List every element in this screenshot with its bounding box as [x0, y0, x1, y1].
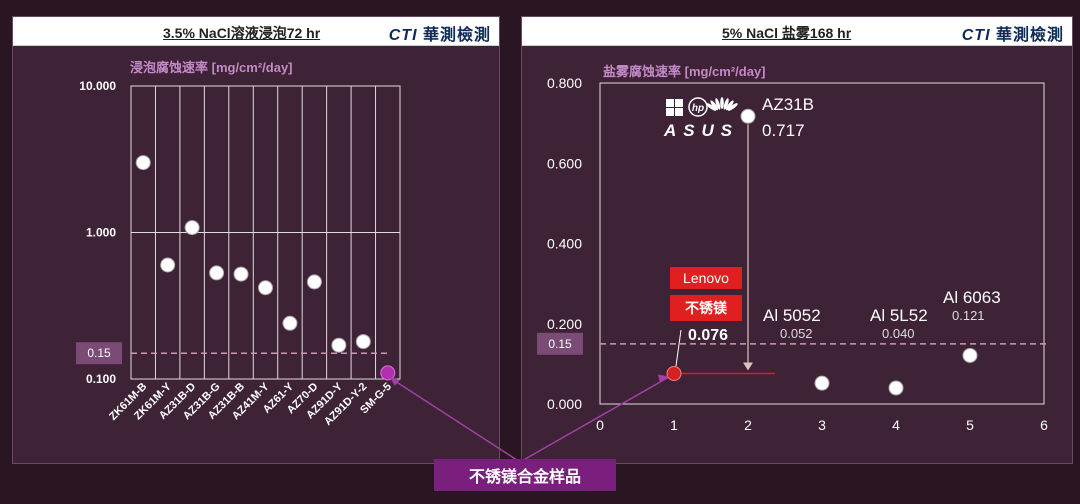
y-tick-label: 0.000	[547, 396, 582, 412]
point-value-label: 0.717	[762, 121, 805, 140]
reference-label-box	[537, 332, 583, 355]
data-point	[160, 257, 176, 273]
plot-frame	[599, 82, 1045, 405]
y-tick-label: 0.200	[547, 316, 582, 332]
data-point	[962, 347, 978, 363]
stainless-name-tag	[670, 295, 742, 321]
x-tick-label: 3	[818, 417, 826, 433]
callout-arrow-left	[391, 378, 521, 463]
huawei-logo	[706, 97, 738, 111]
lenovo-tag	[670, 267, 742, 289]
callout-arrow-right	[519, 376, 669, 463]
chart-title: 5% NaCl 盐雾168 hr	[722, 25, 852, 41]
panel-header: 3.5% NaCl溶液浸泡72 hr CTI 華測檢測	[13, 17, 499, 46]
data-point	[355, 334, 371, 350]
data-point	[814, 375, 830, 391]
hp-logo	[688, 97, 708, 117]
x-tick-label: 6	[1040, 417, 1048, 433]
data-point-highlight	[380, 365, 396, 381]
asus-logo: ASUS	[663, 121, 733, 140]
data-point	[888, 380, 904, 396]
callout-arrowhead-left	[389, 376, 400, 386]
panel-header: 5% NaCl 盐雾168 hr CTI 華測檢測	[522, 17, 1072, 46]
y-tick-label: 0.100	[86, 372, 116, 386]
immersion-chart-panel: 3.5% NaCl溶液浸泡72 hr CTI 華測檢測	[12, 16, 500, 464]
x-tick-label: 5	[966, 417, 974, 433]
point-name-label: Al 5L52	[870, 306, 928, 325]
data-point	[331, 337, 347, 353]
y-tick-label: 10.000	[79, 79, 116, 93]
reference-label-box	[76, 342, 122, 365]
data-point	[135, 155, 151, 171]
point-value-label: 0.121	[952, 308, 985, 323]
reference-label: 0.15	[548, 337, 572, 351]
y-axis-label: 浸泡腐蚀速率 [mg/cm²/day]	[130, 60, 293, 75]
lenovo-tag-label: Lenovo	[683, 270, 729, 286]
stainless-magnesium-callout: 不锈镁合金样品	[434, 459, 616, 491]
y-axis-label: 盐雾腐蚀速率 [mg/cm²/day]	[603, 64, 766, 79]
point-name-label: AZ31B	[762, 95, 814, 114]
data-point	[184, 220, 200, 236]
y-tick-label: 1.000	[86, 226, 116, 240]
y-tick-label: 0.800	[547, 75, 582, 91]
data-point	[258, 280, 273, 296]
data-point	[306, 274, 322, 290]
comparison-arrow-head	[743, 362, 753, 371]
windows-logo	[666, 99, 683, 116]
data-point	[209, 265, 225, 281]
hp-logo-text: hp	[692, 103, 704, 114]
x-tick-label: 0	[596, 417, 604, 433]
x-tick-label: 1	[670, 417, 678, 433]
cti-logo: CTI 華測檢測	[961, 27, 1064, 44]
data-point	[233, 266, 249, 282]
point-name-label: 不锈镁	[685, 300, 728, 316]
label-leader	[675, 329, 682, 367]
point-name-label: Al 6063	[943, 288, 1001, 307]
y-tick-label: 0.600	[547, 155, 582, 171]
x-tick-label: 2	[744, 417, 752, 433]
salt-spray-chart-panel: 5% NaCl 盐雾168 hr CTI 華測檢測	[521, 16, 1073, 464]
point-value-label: 0.076	[688, 327, 728, 344]
point-name-label: Al 5052	[763, 306, 821, 325]
chart-title: 3.5% NaCl溶液浸泡72 hr	[163, 25, 321, 41]
reference-label: 0.15	[87, 346, 111, 360]
data-point	[740, 108, 756, 124]
data-point	[282, 315, 298, 331]
cti-logo: CTI 華測檢測	[388, 27, 491, 44]
data-point-highlight	[666, 366, 682, 382]
point-value-label: 0.040	[882, 326, 915, 341]
y-tick-label: 0.400	[547, 236, 582, 252]
x-tick-label: 4	[892, 417, 900, 433]
point-value-label: 0.052	[780, 326, 813, 341]
callout-arrowhead-right	[658, 374, 669, 383]
